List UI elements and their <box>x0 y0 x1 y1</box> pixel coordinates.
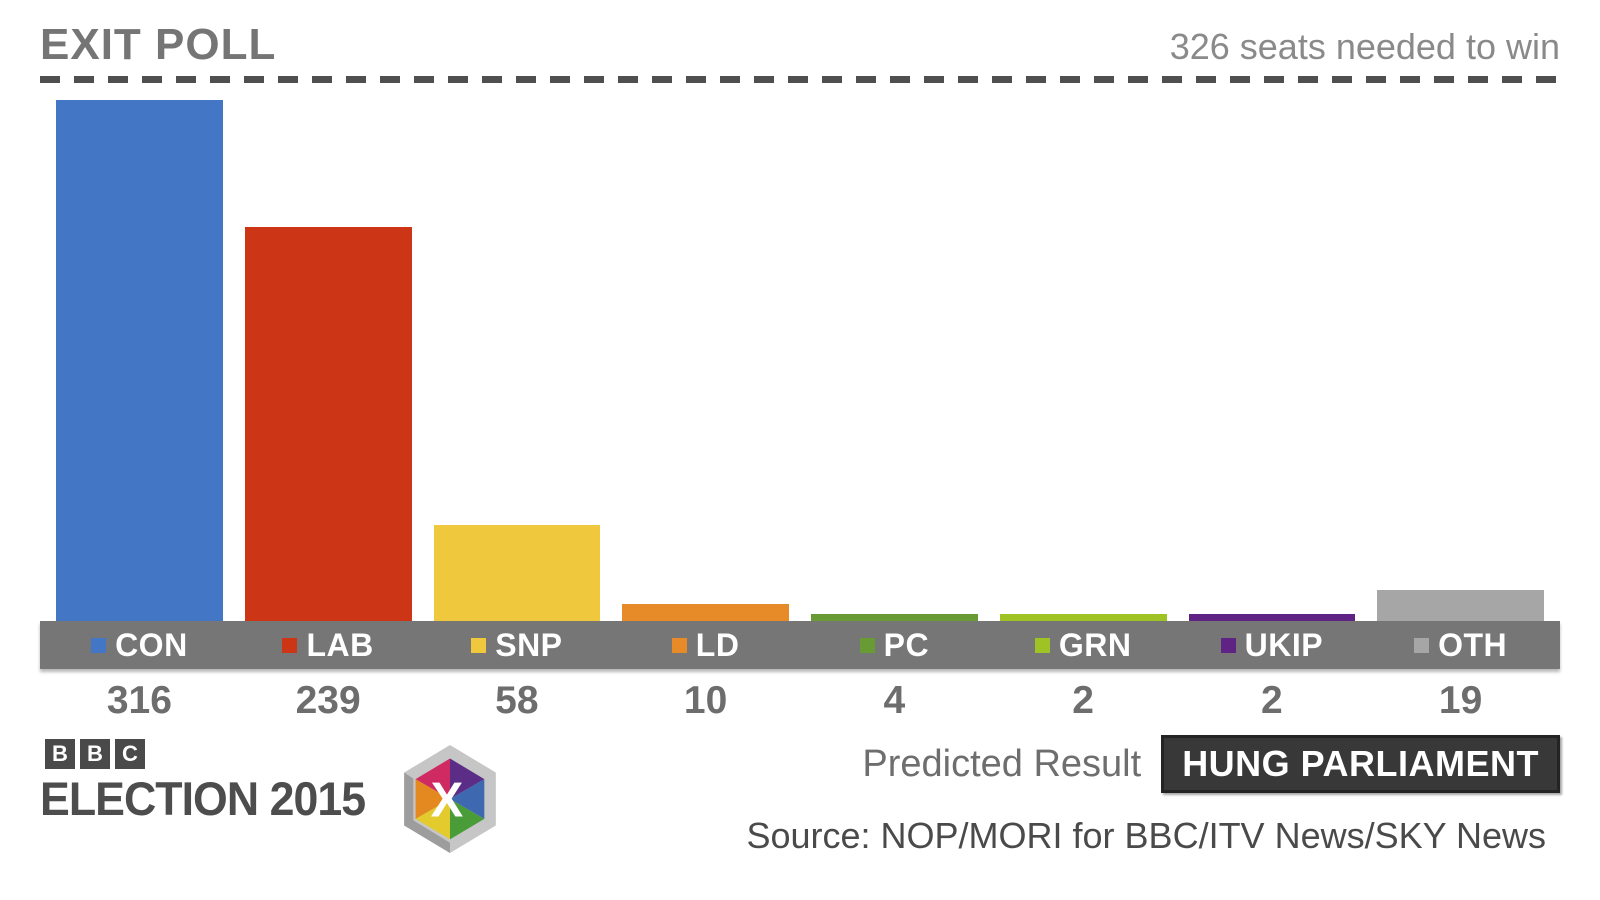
legend-label-snp: SNP <box>495 626 563 663</box>
predicted-result-badge: HUNG PARLIAMENT <box>1161 735 1560 793</box>
logo-x-letter: X <box>431 773 464 827</box>
result-and-source: Predicted Result HUNG PARLIAMENT Source:… <box>746 731 1560 857</box>
value-con: 316 <box>106 679 172 722</box>
election-title: ELECTION 2015 <box>40 772 366 825</box>
bar-ukip <box>1188 614 1356 621</box>
value-labels-row: 316 239 58 10 4 2 2 19 <box>40 669 1560 723</box>
bbc-election-logo: B B C ELECTION 2015 <box>40 731 502 860</box>
legend-swatch-grn <box>1034 637 1050 653</box>
legend-label-ld: LD <box>695 626 740 663</box>
value-ld: 10 <box>683 679 728 722</box>
legend-label-ukip: UKIP <box>1244 626 1324 663</box>
legend-label-con: CON <box>115 626 188 663</box>
value-pc: 4 <box>883 679 906 722</box>
legend-item-ld: LD <box>622 621 789 669</box>
legend-item-pc: PC <box>811 621 978 669</box>
chart-legend: CON LAB SNP LD PC GRN UKIP OTH <box>40 621 1560 669</box>
bar-con <box>56 100 223 621</box>
legend-swatch-ukip <box>1220 637 1236 653</box>
header: EXIT POLL 326 seats needed to win <box>40 0 1560 76</box>
value-ukip: 2 <box>1261 679 1283 722</box>
threshold-line <box>40 76 1560 83</box>
legend-label-pc: PC <box>883 626 930 663</box>
bbc-logo: B B C <box>45 739 382 769</box>
legend-swatch-lab <box>282 637 298 653</box>
legend-label-oth: OTH <box>1438 626 1508 663</box>
value-lab: 239 <box>295 679 361 722</box>
election-x-cube-icon: X <box>398 743 502 860</box>
bar-grn <box>999 614 1167 621</box>
legend-item-oth: OTH <box>1377 621 1544 669</box>
seats-needed-note: 326 seats needed to win <box>1169 26 1560 67</box>
legend-label-grn: GRN <box>1058 626 1132 663</box>
bar-snp <box>433 525 601 621</box>
legend-item-lab: LAB <box>245 621 412 669</box>
brand-text: B B C ELECTION 2015 <box>40 731 382 826</box>
footer: B B C ELECTION 2015 <box>40 731 1560 860</box>
page-title: EXIT POLL <box>40 20 277 69</box>
legend-label-lab: LAB <box>306 626 374 663</box>
bar-lab <box>244 227 412 621</box>
legend-swatch-pc <box>859 637 875 653</box>
legend-item-snp: SNP <box>434 621 601 669</box>
legend-swatch-oth <box>1414 637 1430 653</box>
legend-swatch-ld <box>671 637 687 653</box>
bar-oth <box>1377 590 1544 621</box>
bbc-letter-block: B <box>45 739 75 769</box>
bar-chart <box>40 83 1560 621</box>
predicted-result-label: Predicted Result <box>862 742 1142 785</box>
legend-item-ukip: UKIP <box>1189 621 1356 669</box>
value-grn: 2 <box>1072 679 1094 722</box>
value-snp: 58 <box>495 679 539 722</box>
bar-ld <box>622 604 789 621</box>
bbc-letter-block: B <box>80 739 110 769</box>
bbc-letter-block: C <box>115 739 145 769</box>
legend-item-con: CON <box>56 621 223 669</box>
legend-swatch-con <box>91 637 107 653</box>
bar-pc <box>811 614 978 621</box>
source-text: Source: NOP/MORI for BBC/ITV News/SKY Ne… <box>746 815 1546 856</box>
legend-swatch-snp <box>471 637 487 653</box>
legend-item-grn: GRN <box>1000 621 1167 669</box>
value-oth: 19 <box>1438 679 1483 722</box>
legend-strip: CON LAB SNP LD PC GRN UKIP OTH <box>40 621 1560 669</box>
predicted-result-row: Predicted Result HUNG PARLIAMENT <box>862 735 1560 793</box>
